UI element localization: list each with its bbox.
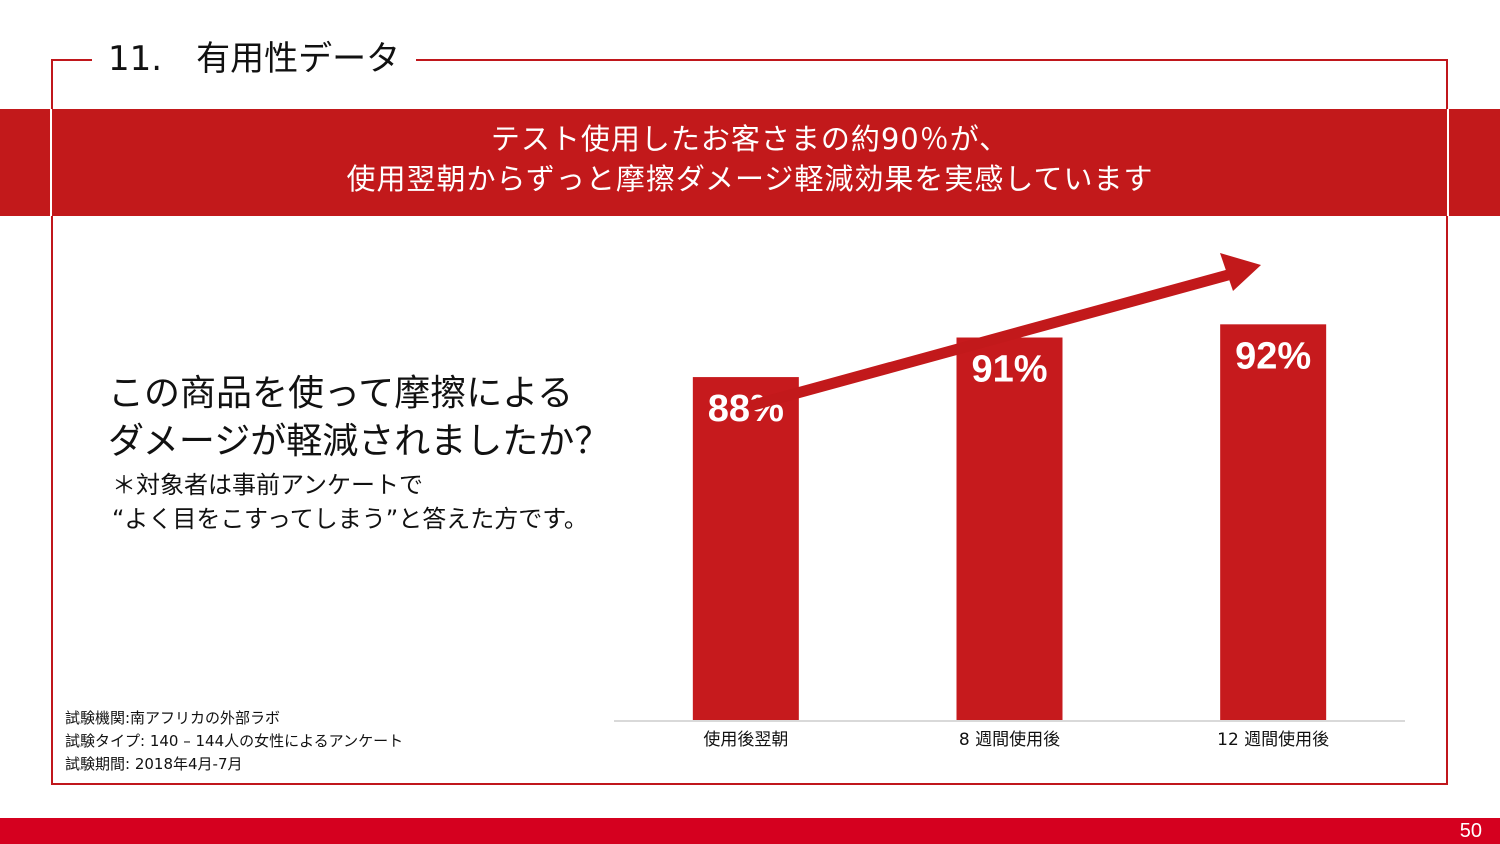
headline-text: テスト使用したお客さまの約90％が、 使用翌朝からずっと摩擦ダメージ軽減効果を実…	[0, 119, 1500, 199]
source-type: 試験タイプ: 140 – 144人の女性によるアンケート	[65, 732, 404, 750]
survey-question: この商品を使って摩擦による ダメージが軽減されましたか？	[108, 370, 610, 466]
x-tick-label-2: 8 週間使用後	[959, 729, 1060, 750]
x-tick-label-1: 使用後翌朝	[703, 729, 788, 750]
headline-banner	[0, 109, 1500, 216]
content-frame	[51, 59, 1448, 785]
banner-frame-edge-right	[1447, 109, 1449, 216]
banner-frame-edge-left	[50, 109, 52, 216]
trend-arrow-head	[1220, 253, 1261, 291]
trend-arrow-shaft	[748, 269, 1230, 412]
page-number: 50	[1459, 820, 1482, 842]
trend-arrow-icon	[748, 253, 1261, 412]
headline-line-1: テスト使用したお客さまの約90％が、	[490, 122, 1010, 156]
question-line-1: この商品を使って摩擦による	[108, 373, 574, 414]
source-period: 試験期間: 2018年4月-7月	[65, 755, 243, 773]
note-line-2: “よく目をこすってしまう”と答えた方です。	[112, 505, 588, 533]
bar-value-label-2: 91%	[971, 349, 1047, 391]
bar-2	[956, 337, 1063, 720]
footer-bar	[0, 818, 1500, 844]
question-line-2: ダメージが軽減されましたか？	[108, 421, 611, 462]
bars-layer	[692, 324, 1327, 720]
respondent-note: ＊対象者は事前アンケートで “よく目をこすってしまう”と答えた方です。	[112, 468, 588, 536]
headline-line-2: 使用翌朝からずっと摩擦ダメージ軽減効果を実感しています	[346, 162, 1154, 196]
bar-1	[692, 377, 799, 720]
x-tick-label-3: 12 週間使用後	[1217, 729, 1329, 750]
note-line-1: ＊対象者は事前アンケートで	[112, 471, 424, 499]
bar-value-label-3: 92%	[1235, 335, 1311, 377]
bar-3	[1220, 324, 1327, 720]
source-lab: 試験機関:南アフリカの外部ラボ	[65, 709, 281, 727]
section-title: 11. 有用性データ	[92, 36, 417, 82]
study-source: 試験機関:南アフリカの外部ラボ 試験タイプ: 140 – 144人の女性によるア…	[65, 707, 403, 776]
